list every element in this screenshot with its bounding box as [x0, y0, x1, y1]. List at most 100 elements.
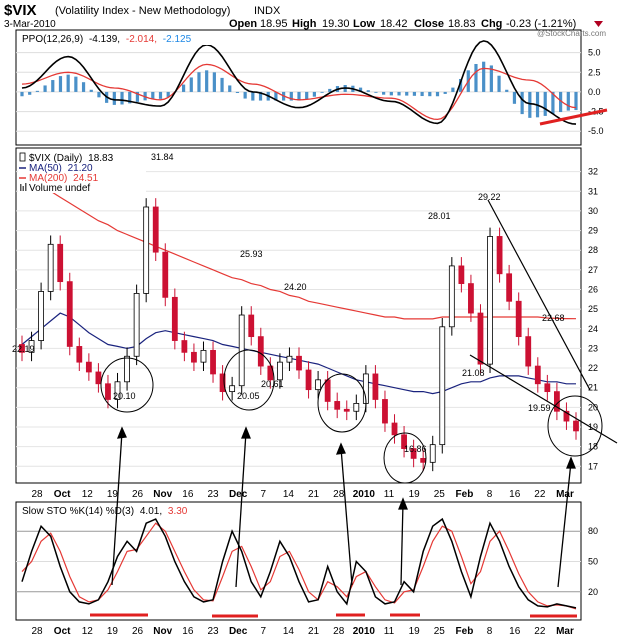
candle-body [105, 383, 111, 400]
ppo-hist-bar [74, 76, 78, 92]
sto-y-tick-label: 50 [588, 557, 598, 567]
x-axis-label: 16 [509, 489, 521, 500]
x-axis-label: 2010 [353, 489, 376, 500]
x-axis-label: 25 [434, 626, 446, 637]
upper-trendline [487, 199, 591, 391]
ppo-hist-bar [412, 91, 417, 96]
candle-body [114, 381, 121, 400]
high-label: High [292, 18, 317, 30]
annotation-arrows [111, 426, 576, 588]
price-y-tick-label: 22 [588, 363, 598, 373]
candle-body [267, 365, 274, 381]
arrow-mar-head [566, 456, 576, 469]
ppo-hist-bar [243, 91, 247, 99]
ppo-hist-bar [43, 85, 47, 92]
circle-mar [547, 395, 603, 457]
ppo-hist-bar [181, 84, 186, 92]
candle-body [286, 355, 293, 363]
x-axis-label: Nov [153, 489, 172, 500]
price-panel: 32 31 30 29 28 27 26 25 24 23 22 21 20 19 18 17 31.84 25… [12, 147, 618, 484]
price-y-tick-label: 23 [588, 343, 598, 353]
index-name: (Volatility Index - New Methodology) [55, 5, 230, 17]
ppo-hist-bar [574, 91, 578, 111]
close-label: Close [414, 18, 444, 30]
ppo-hist-bar [120, 91, 124, 105]
sto-y-tick-label: 20 [588, 587, 598, 597]
price-annotation-label: 22.19 [12, 344, 35, 354]
candle-body [515, 300, 522, 338]
candle-body [372, 373, 379, 400]
ppo-hist-bar [251, 91, 255, 101]
x-axis-label: 12 [82, 626, 94, 637]
price-annotation-label: 24.20 [284, 282, 307, 292]
candle-body [448, 265, 455, 328]
price-y-tick-label: 17 [588, 461, 598, 471]
candle-body [66, 281, 73, 347]
ppo-hist-bar [520, 91, 524, 115]
ppo-hist-bar [89, 89, 93, 92]
x-axis-label: Oct [54, 626, 71, 637]
stochastic-panel: 80 50 20 Slow STO %K(14) %D(3) 4.01, 3.30 [15, 501, 598, 621]
candle-body [257, 336, 264, 367]
ppo-hist-bar [482, 61, 486, 92]
candle-body [276, 361, 283, 381]
price-y-tick-label: 26 [588, 284, 598, 294]
price-y-tick-label: 31 [588, 186, 598, 196]
candle-body [324, 379, 331, 402]
price-annotation-label: 20.10 [113, 391, 136, 401]
candle-body [152, 206, 159, 253]
candle-body [334, 401, 341, 410]
x-axis-label: Dec [229, 626, 248, 637]
x-axis-label: 21 [308, 489, 320, 500]
ppo-hist-bar [212, 72, 216, 92]
ppo-hist-bar [366, 90, 370, 92]
candle-body [38, 291, 45, 341]
arrow-oct-head [116, 426, 127, 439]
sto-gridlines [16, 530, 581, 593]
candle-body [544, 383, 551, 393]
price-annotation-label: 21.08 [462, 368, 485, 378]
x-axis-label: 16 [509, 626, 521, 637]
x-axis-label: 22 [534, 489, 546, 500]
candle-body [506, 273, 513, 302]
candle-body [477, 312, 484, 365]
x-axis-label: 19 [409, 489, 421, 500]
candles [19, 198, 579, 472]
ppo-hist-bar [405, 91, 409, 96]
candle-body [181, 340, 188, 353]
price-annotation-label: 19.59 [528, 403, 551, 413]
candle-body [57, 243, 64, 283]
x-axis-label: 14 [283, 489, 295, 500]
ppo-y-tick-label: -5.0 [588, 126, 604, 136]
candle-body [468, 283, 474, 314]
ppo-hist-bar [197, 72, 201, 92]
price-annotation-label: 20.05 [237, 391, 260, 401]
close-value: 18.83 [448, 18, 476, 30]
ppo-hist-bar [528, 91, 532, 118]
arrow-nov-head [241, 426, 251, 439]
sto-legend-label: Slow STO %K(14) %D(3) [22, 506, 134, 517]
ppo-hist-bar [97, 91, 101, 98]
x-axis-label: 8 [487, 626, 493, 637]
x-axis-label: 21 [308, 626, 320, 637]
ppo-hist-bar [297, 91, 301, 101]
price-y-tick-label: 24 [588, 324, 598, 334]
ppo-hist-bar [474, 63, 478, 92]
x-axis-label: 7 [261, 489, 267, 500]
x-axis-label: 7 [261, 626, 267, 637]
ppo-hist-bar [66, 74, 70, 92]
price-annotation-label: 25.93 [240, 249, 263, 259]
x-axis-label: 8 [487, 489, 493, 500]
x-axis-label: 25 [434, 489, 446, 500]
arrow-jan [400, 502, 404, 586]
sto-legend: Slow STO %K(14) %D(3) 4.01, 3.30 [22, 506, 188, 517]
price-annotation-label: 22.68 [542, 313, 565, 323]
arrow-dec-head [335, 442, 346, 455]
circle-dec [317, 373, 367, 433]
ppo-hist-bar [205, 70, 209, 92]
arrow-mar [557, 461, 572, 588]
arrow-oct [111, 431, 123, 586]
symbol-title: $VIX [4, 2, 37, 19]
candle-body [573, 420, 579, 432]
